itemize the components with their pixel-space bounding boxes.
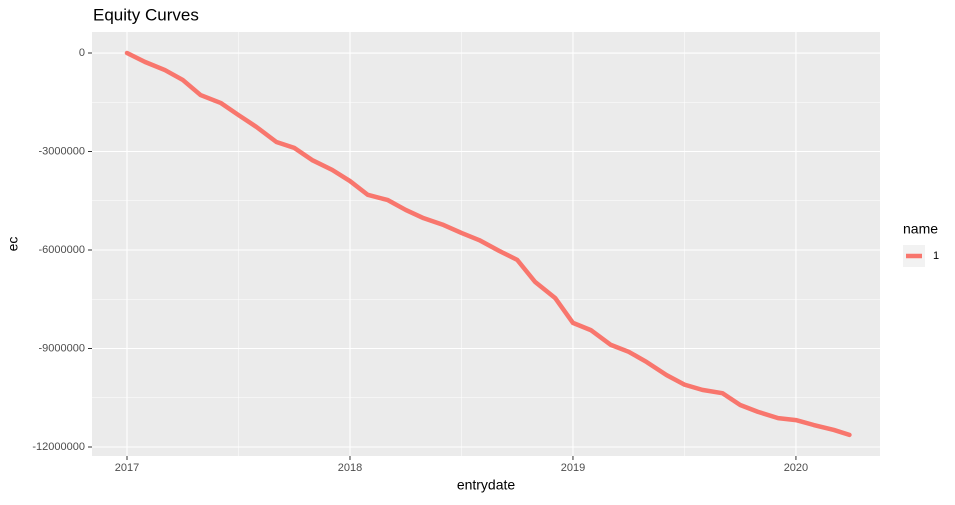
legend-label: 1 bbox=[933, 250, 939, 262]
y-tick-label: -12000000 bbox=[32, 441, 85, 453]
x-tick-label: 2020 bbox=[784, 462, 808, 474]
x-tick-label: 2018 bbox=[338, 462, 362, 474]
y-tick-label: -6000000 bbox=[39, 244, 86, 256]
y-tick-label: -9000000 bbox=[39, 342, 86, 354]
y-tick-label: 0 bbox=[79, 47, 85, 59]
chart-title: Equity Curves bbox=[93, 5, 199, 24]
y-tick-label: -3000000 bbox=[39, 145, 86, 157]
x-axis-title: entrydate bbox=[457, 477, 516, 493]
equity-line bbox=[124, 50, 852, 438]
x-tick-label: 2017 bbox=[115, 462, 139, 474]
legend-title: name bbox=[903, 221, 938, 237]
y-axis-title: ec bbox=[5, 237, 21, 252]
x-tick-label: 2019 bbox=[561, 462, 585, 474]
